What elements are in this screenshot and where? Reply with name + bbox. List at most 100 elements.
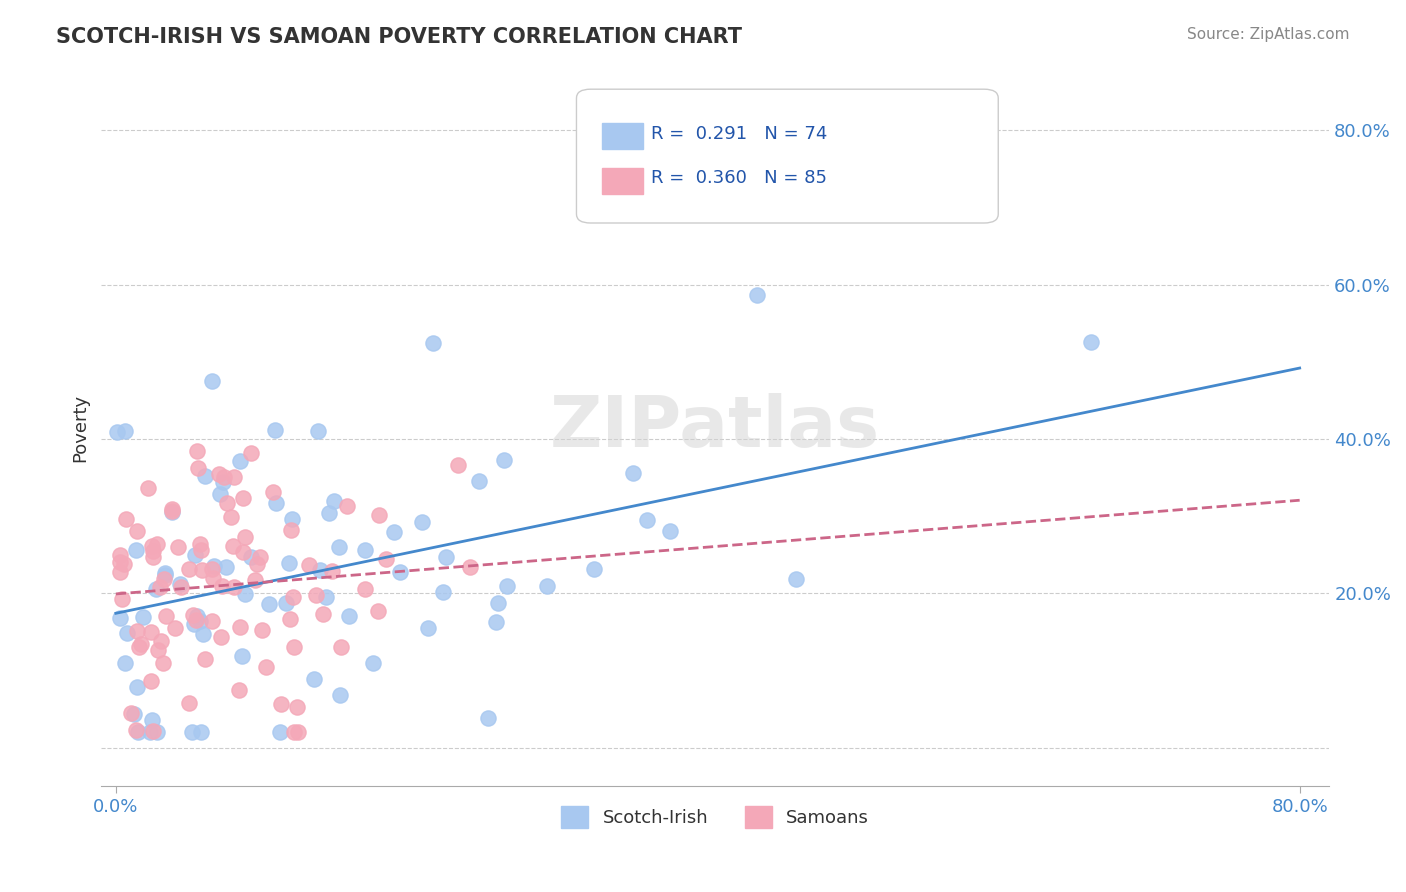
Text: R =  0.360   N = 85: R = 0.360 N = 85 xyxy=(651,169,827,187)
Scotch-Irish xyxy=(496,579,519,593)
Scotch-Irish xyxy=(536,579,558,593)
Scotch-Irish xyxy=(302,672,325,686)
Scotch-Irish xyxy=(188,614,211,628)
Text: ZIPatlas: ZIPatlas xyxy=(550,393,880,462)
Scotch-Irish xyxy=(125,680,148,694)
Samoans xyxy=(190,537,212,551)
Scotch-Irish xyxy=(169,576,191,591)
Samoans xyxy=(150,634,173,648)
Samoans xyxy=(191,564,214,578)
Scotch-Irish xyxy=(621,466,644,480)
Scotch-Irish xyxy=(486,596,509,610)
Samoans xyxy=(278,612,301,626)
Scotch-Irish xyxy=(114,657,136,671)
Scotch-Irish xyxy=(181,725,204,739)
Scotch-Irish xyxy=(434,549,457,564)
Samoans xyxy=(139,673,162,688)
Scotch-Irish xyxy=(353,542,375,557)
Samoans xyxy=(232,491,254,505)
Scotch-Irish xyxy=(361,656,384,670)
Samoans xyxy=(243,574,266,588)
Samoans xyxy=(141,624,163,639)
Samoans xyxy=(283,725,305,739)
Scotch-Irish xyxy=(785,572,807,586)
Samoans xyxy=(127,524,149,538)
Samoans xyxy=(262,485,284,500)
Samoans xyxy=(177,561,200,575)
Samoans xyxy=(283,640,305,654)
Samoans xyxy=(152,572,174,586)
Scotch-Irish xyxy=(146,725,169,739)
Samoans xyxy=(281,590,304,604)
Scotch-Irish xyxy=(432,585,454,599)
Scotch-Irish xyxy=(494,453,516,467)
Scotch-Irish xyxy=(153,566,176,580)
Samoans xyxy=(142,544,165,558)
Scotch-Irish xyxy=(184,548,207,562)
Samoans xyxy=(270,698,292,712)
Legend: Scotch-Irish, Samoans: Scotch-Irish, Samoans xyxy=(554,798,876,835)
Scotch-Irish xyxy=(307,425,329,439)
Scotch-Irish xyxy=(229,454,252,468)
Samoans xyxy=(212,470,235,484)
Samoans xyxy=(145,536,167,550)
Scotch-Irish xyxy=(131,609,153,624)
Samoans xyxy=(128,640,150,654)
Samoans xyxy=(221,539,243,553)
Scotch-Irish xyxy=(183,617,205,632)
Samoans xyxy=(232,545,254,559)
Scotch-Irish xyxy=(215,560,238,574)
Scotch-Irish xyxy=(264,423,287,437)
Samoans xyxy=(160,501,183,516)
Samoans xyxy=(184,614,207,628)
Scotch-Irish xyxy=(153,567,176,582)
Scotch-Irish xyxy=(212,475,235,490)
Scotch-Irish xyxy=(115,625,138,640)
Samoans xyxy=(110,549,132,563)
Scotch-Irish xyxy=(328,540,350,554)
Scotch-Irish xyxy=(477,711,499,725)
Samoans xyxy=(115,512,138,526)
Samoans xyxy=(229,620,252,634)
Samoans xyxy=(152,656,174,670)
Scotch-Irish xyxy=(208,487,231,501)
Samoans xyxy=(142,549,165,564)
Samoans xyxy=(458,559,481,574)
Samoans xyxy=(287,725,309,739)
Samoans xyxy=(170,580,193,594)
Samoans xyxy=(298,558,321,573)
Scotch-Irish xyxy=(382,525,405,540)
Scotch-Irish xyxy=(201,374,224,388)
Samoans xyxy=(155,608,177,623)
Samoans xyxy=(120,706,142,720)
Samoans xyxy=(208,467,231,481)
Samoans xyxy=(321,564,343,578)
Samoans xyxy=(249,549,271,564)
Scotch-Irish xyxy=(582,561,605,575)
Samoans xyxy=(367,604,389,618)
Scotch-Irish xyxy=(388,565,411,579)
Scotch-Irish xyxy=(186,608,208,623)
Scotch-Irish xyxy=(745,288,768,302)
Scotch-Irish xyxy=(114,424,136,438)
Samoans xyxy=(149,581,172,595)
Samoans xyxy=(219,509,242,524)
Scotch-Irish xyxy=(194,469,217,483)
Scotch-Irish xyxy=(484,615,506,629)
Scotch-Irish xyxy=(269,725,291,739)
Samoans xyxy=(112,557,135,571)
Samoans xyxy=(162,504,184,518)
Scotch-Irish xyxy=(416,621,439,635)
Scotch-Irish xyxy=(264,496,287,510)
Scotch-Irish xyxy=(422,335,444,350)
Samoans xyxy=(201,614,224,628)
Scotch-Irish xyxy=(202,558,225,573)
Scotch-Irish xyxy=(337,609,360,624)
Samoans xyxy=(209,630,232,644)
Scotch-Irish xyxy=(329,689,352,703)
Samoans xyxy=(141,539,163,553)
Samoans xyxy=(131,637,153,651)
Scotch-Irish xyxy=(1080,335,1102,350)
Samoans xyxy=(108,566,131,580)
Samoans xyxy=(187,461,209,475)
